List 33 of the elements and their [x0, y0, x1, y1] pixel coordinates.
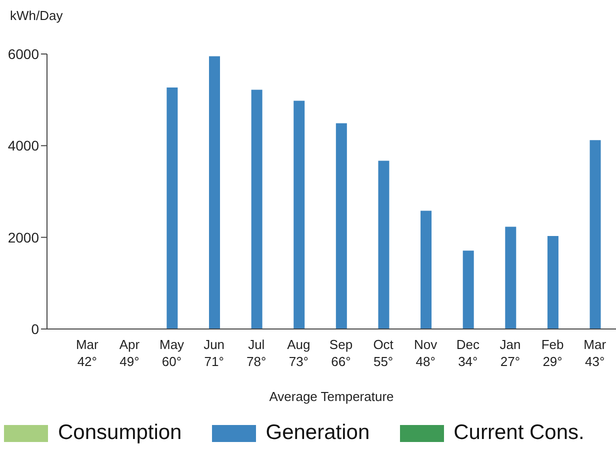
legend-label: Generation — [266, 421, 370, 445]
bar — [505, 226, 516, 329]
x-tick-label: Dec 34° — [456, 337, 480, 369]
bar — [251, 90, 262, 329]
y-axis-title: kWh/Day — [10, 8, 63, 23]
y-tick-label: 2000 — [8, 229, 40, 246]
bar — [209, 56, 220, 329]
y-tick-label: 0 — [31, 320, 40, 337]
bar — [378, 160, 390, 329]
x-tick-label: Nov 48° — [414, 337, 438, 369]
x-axis-title: Average Temperature — [269, 389, 394, 404]
x-tick-label: Mar 43° — [584, 337, 607, 369]
x-tick-label: Aug 73° — [287, 337, 310, 369]
x-tick-label: Apr 49° — [119, 337, 140, 369]
x-tick-label: Oct 55° — [373, 337, 394, 369]
y-tick-label: 4000 — [8, 138, 40, 154]
legend-label: Current Cons. — [454, 421, 584, 445]
y-tick-label: 6000 — [8, 46, 40, 62]
bar — [547, 236, 558, 329]
bar — [462, 250, 474, 329]
x-tick-label: Mar 42° — [76, 337, 100, 369]
bar — [294, 100, 305, 329]
x-tick-label: Feb 29° — [541, 337, 564, 369]
x-tick-label: May 60° — [159, 337, 185, 369]
bar — [166, 87, 178, 329]
x-tick-label: Sep 66° — [329, 337, 353, 369]
bar — [336, 123, 347, 329]
x-tick-label: Jan 27° — [500, 337, 521, 369]
bar — [590, 140, 601, 329]
x-tick-label: Jul 78° — [246, 337, 266, 369]
legend-label: Consumption — [58, 421, 182, 445]
x-tick-label: Jun 71° — [204, 337, 225, 369]
bar — [420, 210, 432, 329]
